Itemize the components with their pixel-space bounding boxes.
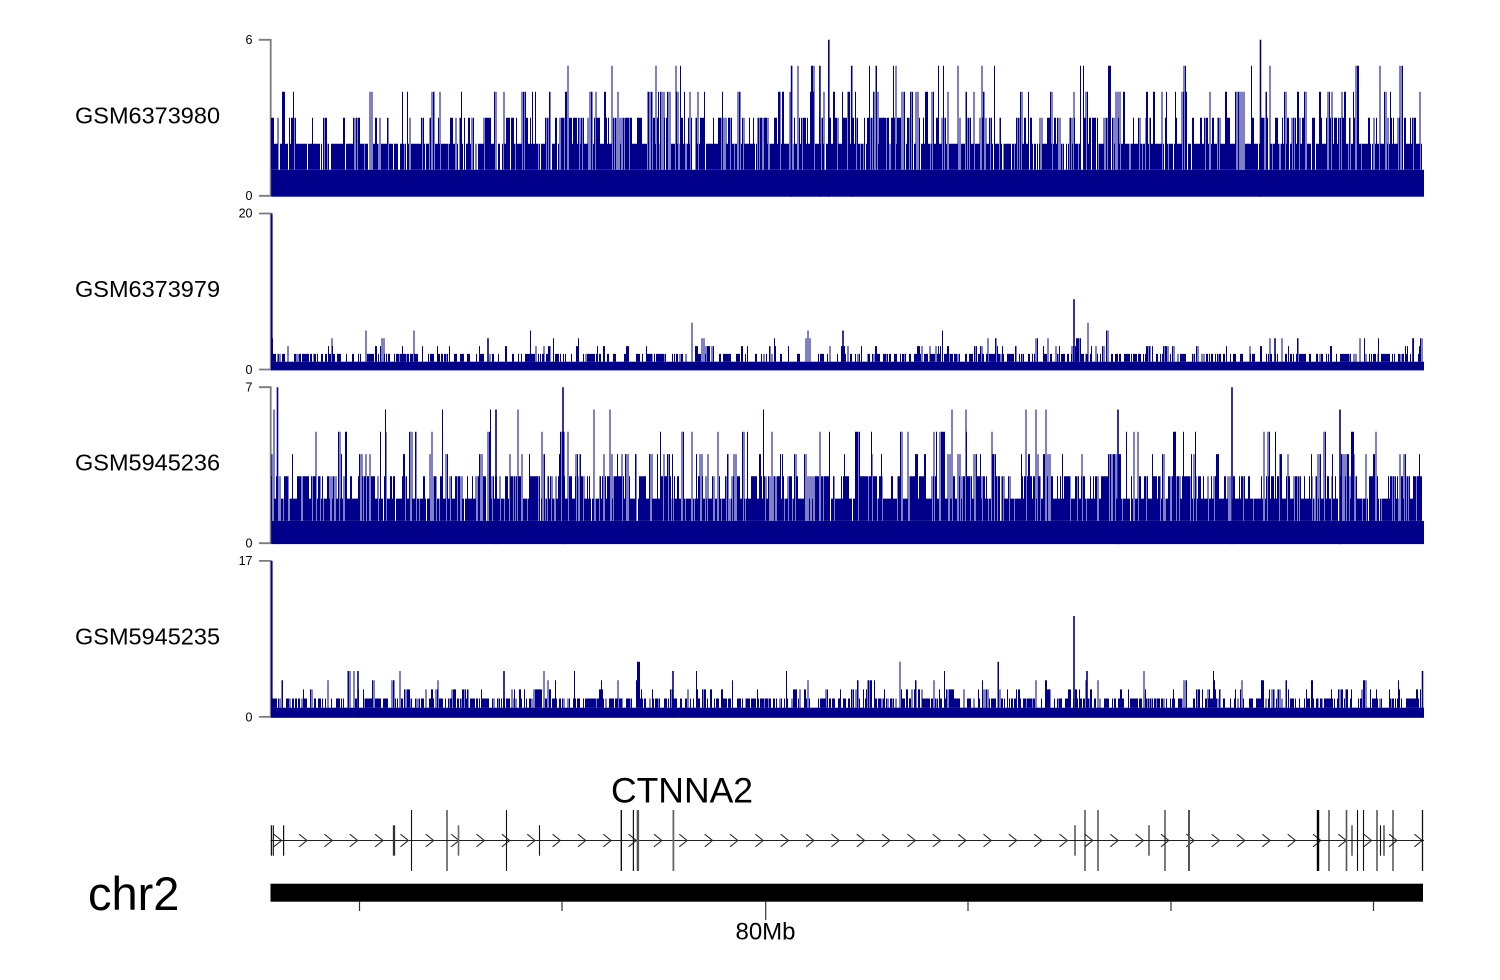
svg-text:GSM6373980: GSM6373980 xyxy=(75,102,220,128)
svg-text:7: 7 xyxy=(246,380,253,394)
svg-text:CTNNA2: CTNNA2 xyxy=(611,771,753,811)
svg-text:20: 20 xyxy=(239,207,253,221)
svg-text:6: 6 xyxy=(246,33,253,47)
svg-text:chr2: chr2 xyxy=(88,867,179,920)
svg-text:GSM6373979: GSM6373979 xyxy=(75,276,220,302)
svg-text:0: 0 xyxy=(246,710,253,724)
svg-text:0: 0 xyxy=(246,537,253,551)
svg-text:GSM5945235: GSM5945235 xyxy=(75,623,220,649)
svg-text:0: 0 xyxy=(246,363,253,377)
svg-text:17: 17 xyxy=(239,554,253,568)
svg-text:0: 0 xyxy=(246,189,253,203)
svg-text:GSM5945236: GSM5945236 xyxy=(75,450,220,476)
svg-text:80Mb: 80Mb xyxy=(735,919,795,946)
